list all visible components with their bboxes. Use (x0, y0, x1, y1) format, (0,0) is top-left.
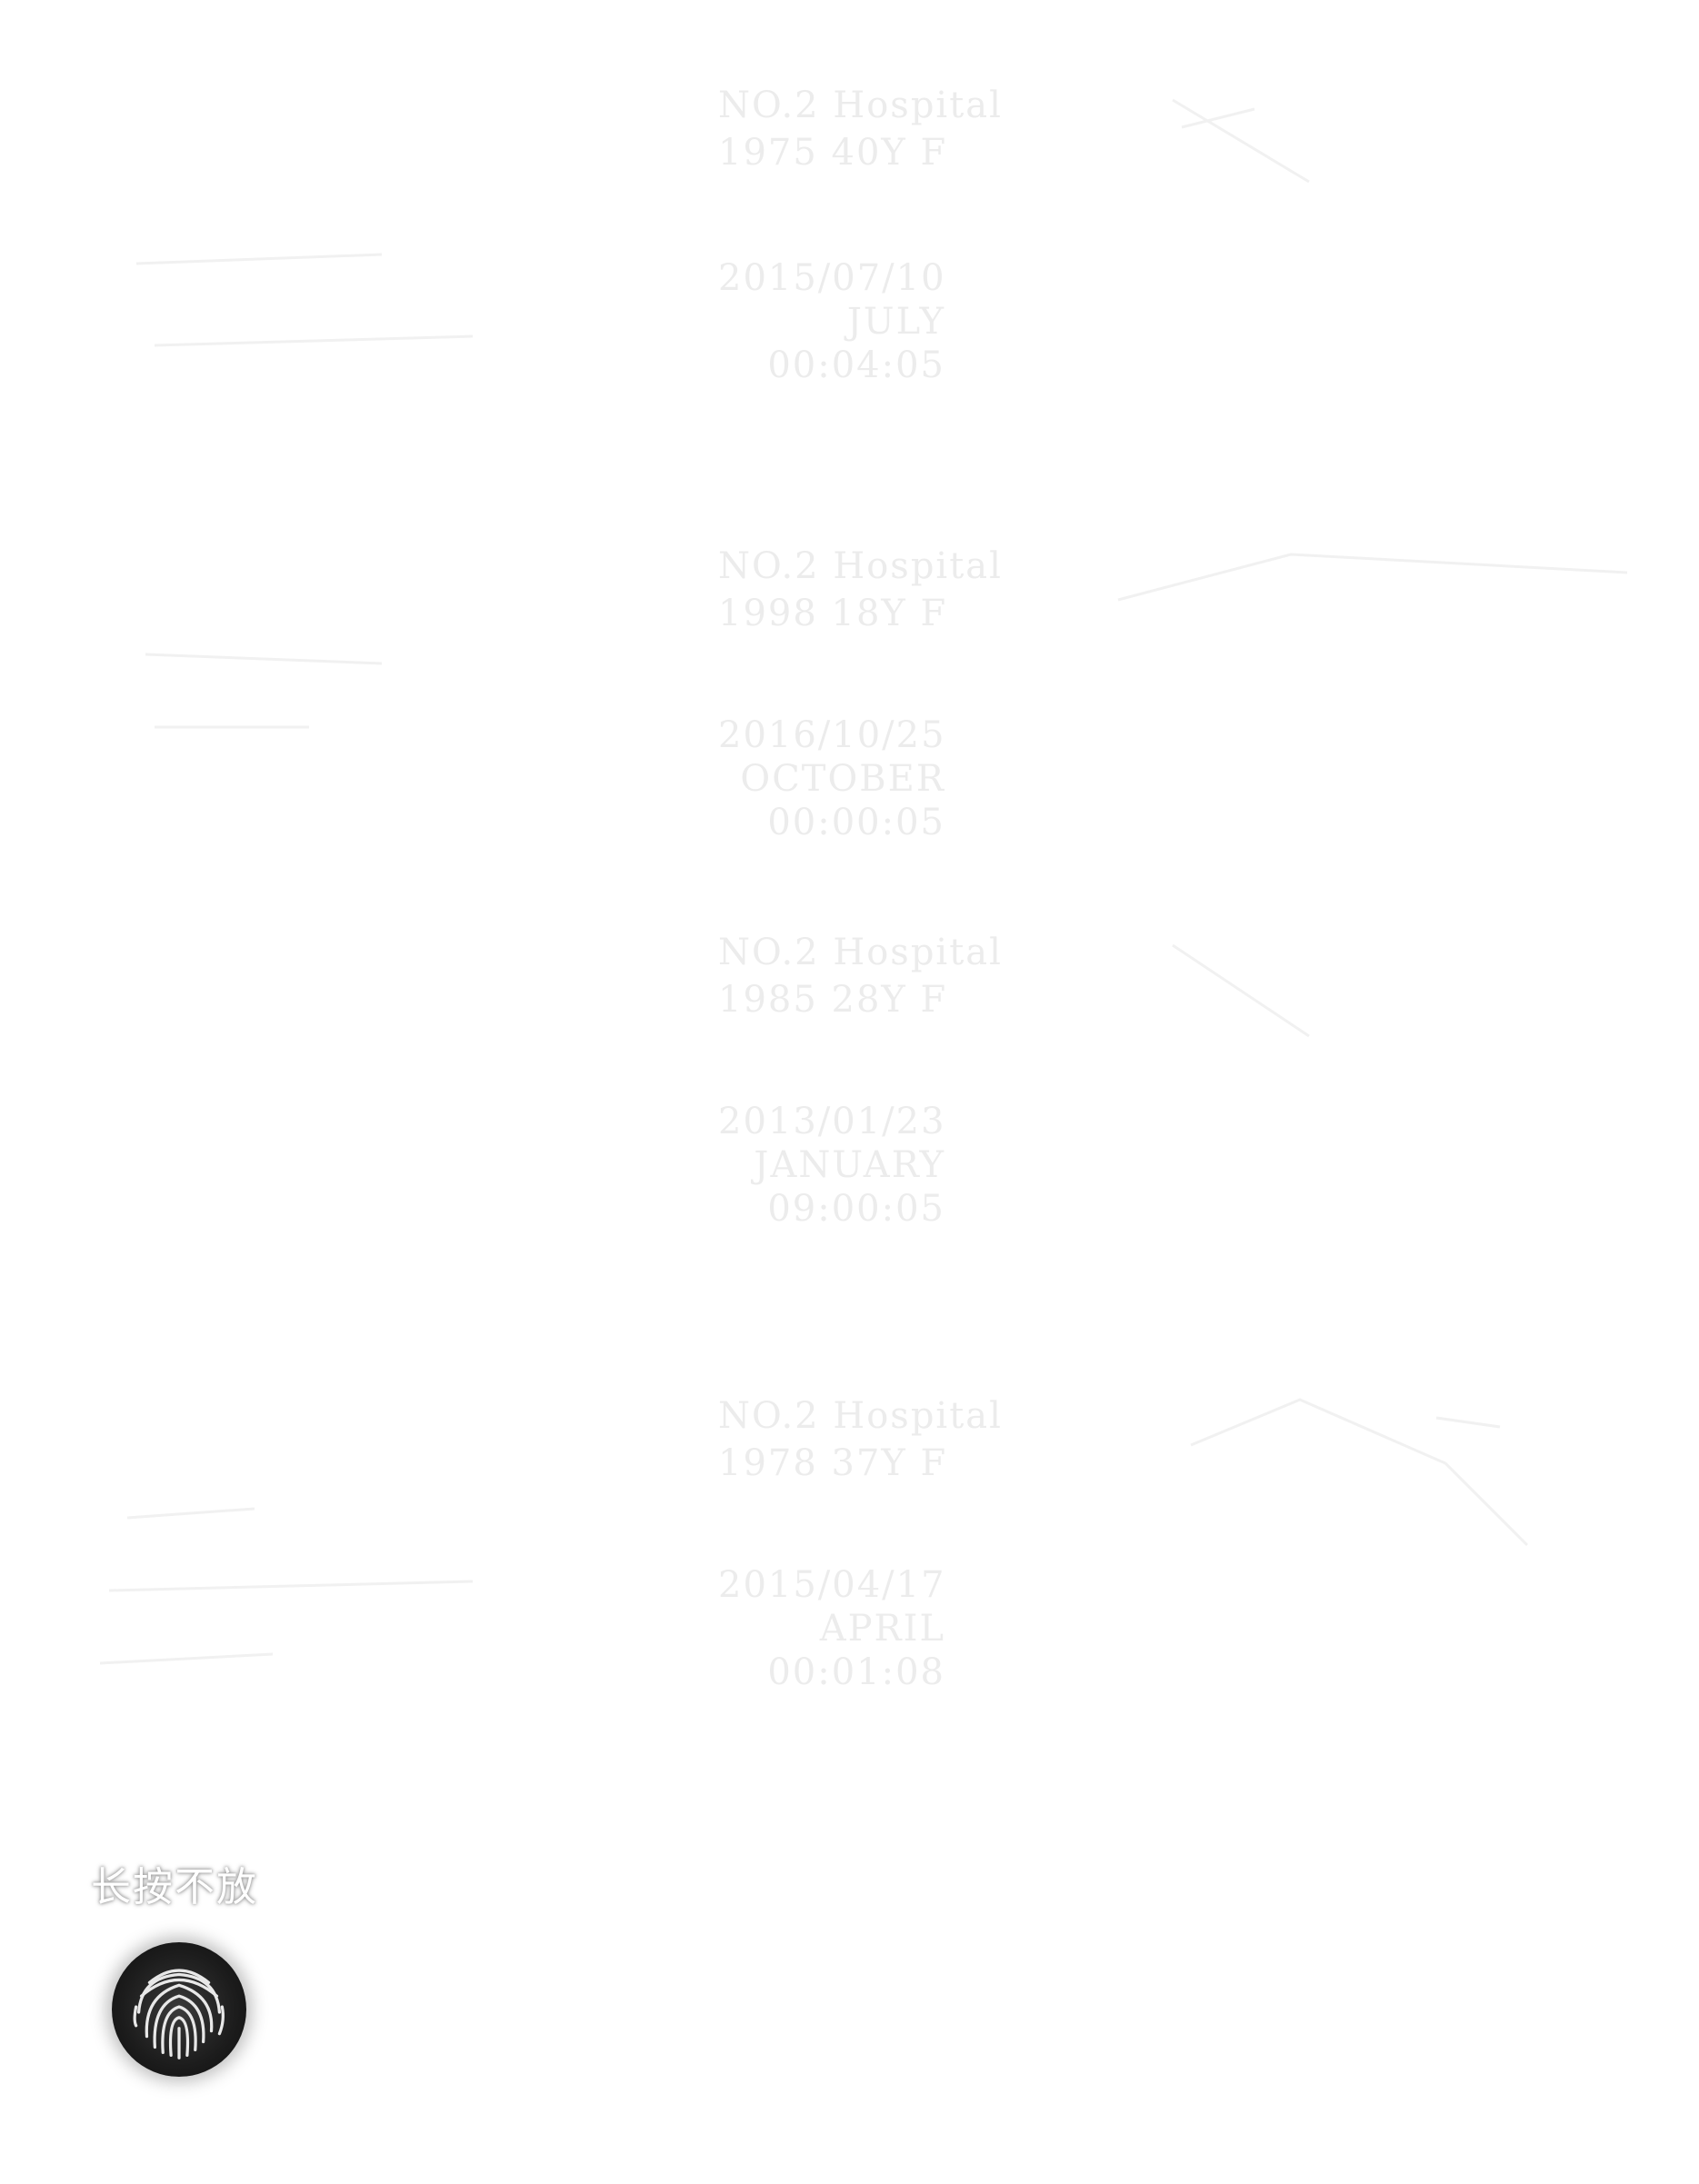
hospital-name: NO.2 Hospital (718, 932, 1003, 973)
exam-time: 00:01:08 (767, 1651, 945, 1693)
record-3-datetime: 2013/01/23 JANUARY 09:00:05 (718, 1100, 945, 1231)
exam-month: JULY (846, 301, 945, 343)
long-press-hint: 长按不放 (91, 1864, 258, 1910)
record-4-datetime: 2015/04/17 APRIL 00:01:08 (718, 1563, 945, 1694)
exam-date: 2015/04/17 (718, 1564, 946, 1606)
exam-date: 2016/10/25 (718, 714, 946, 756)
record-3-header: NO.2 Hospital 1985 28Y F (718, 929, 1082, 1023)
hospital-name: NO.2 Hospital (718, 545, 1003, 587)
record-2-datetime: 2016/10/25 OCTOBER 00:00:05 (718, 713, 945, 844)
patient-info: 1975 40Y F (718, 132, 948, 174)
exam-date: 2013/01/23 (718, 1101, 946, 1142)
exam-time: 00:04:05 (767, 344, 945, 386)
exam-time: 09:00:05 (767, 1188, 945, 1230)
fingerprint-icon (133, 1969, 225, 2059)
exam-date: 2015/07/10 (718, 257, 946, 299)
patient-info: 1978 37Y F (718, 1442, 948, 1484)
record-4-header: NO.2 Hospital 1978 37Y F (718, 1392, 1082, 1487)
fingerprint-button[interactable] (112, 1942, 246, 2077)
exam-time: 00:00:05 (767, 802, 945, 843)
exam-month: JANUARY (754, 1144, 945, 1186)
record-2-header: NO.2 Hospital 1998 18Y F (718, 543, 1082, 637)
record-1-datetime: 2015/07/10 JULY 00:04:05 (718, 256, 945, 387)
hospital-name: NO.2 Hospital (718, 85, 1003, 126)
patient-info: 1985 28Y F (718, 979, 948, 1021)
record-1-header: NO.2 Hospital 1975 40Y F (718, 82, 1082, 176)
patient-info: 1998 18Y F (718, 593, 948, 634)
exam-month: OCTOBER (740, 758, 945, 800)
exam-month: APRIL (819, 1608, 945, 1650)
hospital-name: NO.2 Hospital (718, 1395, 1003, 1437)
